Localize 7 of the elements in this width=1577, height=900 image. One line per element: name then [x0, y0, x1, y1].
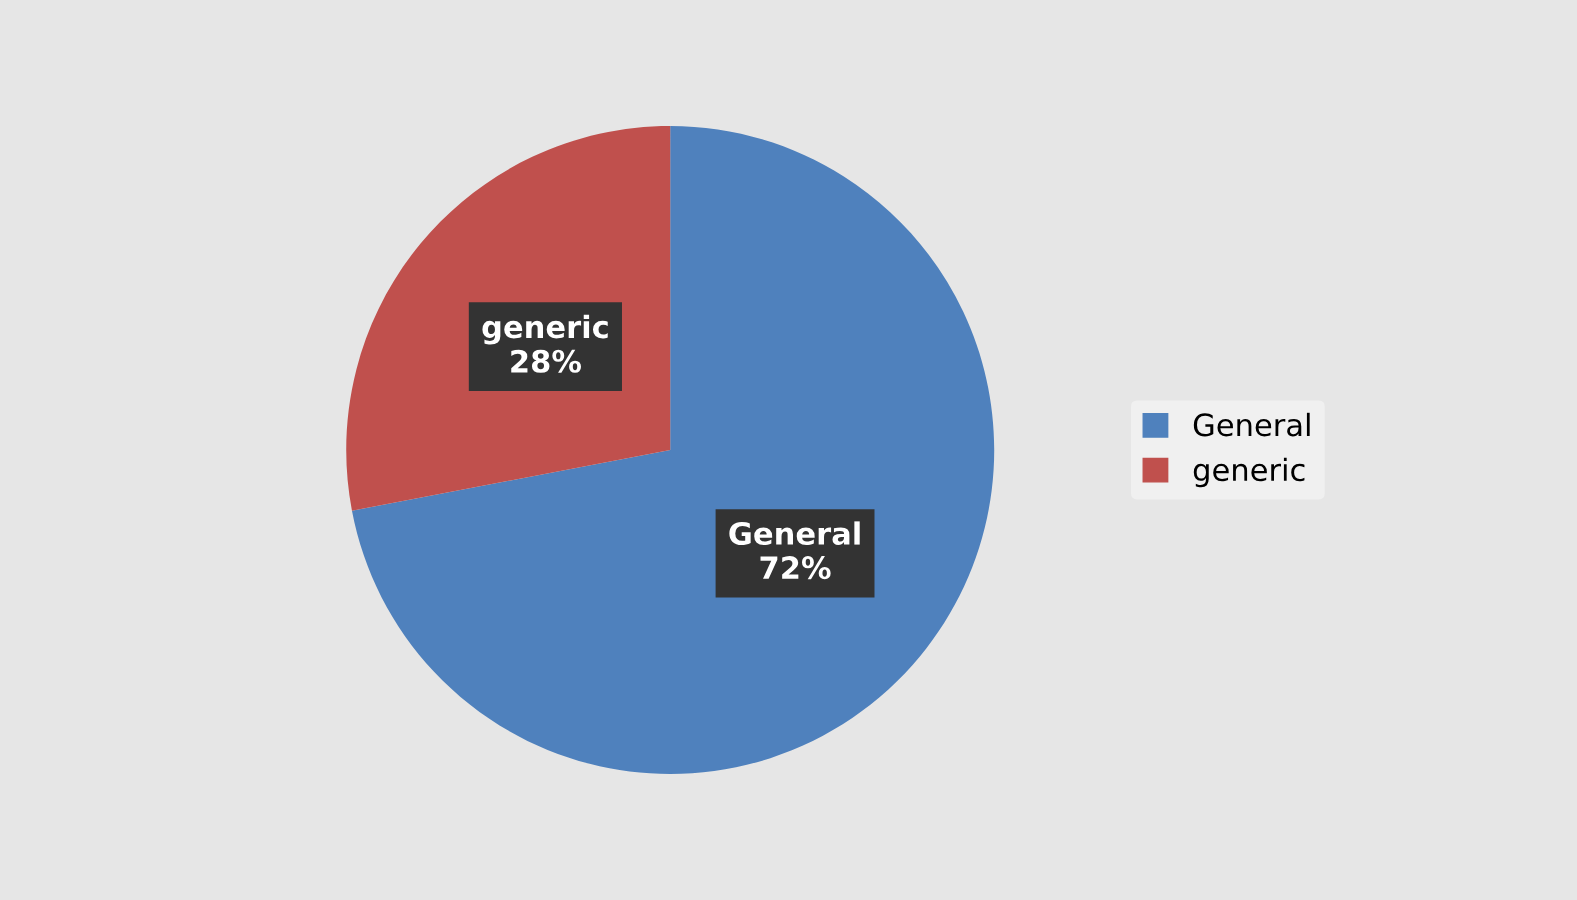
legend-label: generic	[1193, 457, 1305, 488]
slice-label: generic	[482, 314, 608, 345]
legend-label: General	[1193, 412, 1310, 437]
data-label: 28%	[511, 349, 581, 373]
data-label: 72%	[760, 556, 831, 580]
pie-slice	[351, 126, 995, 774]
slice-label: General	[729, 521, 860, 546]
